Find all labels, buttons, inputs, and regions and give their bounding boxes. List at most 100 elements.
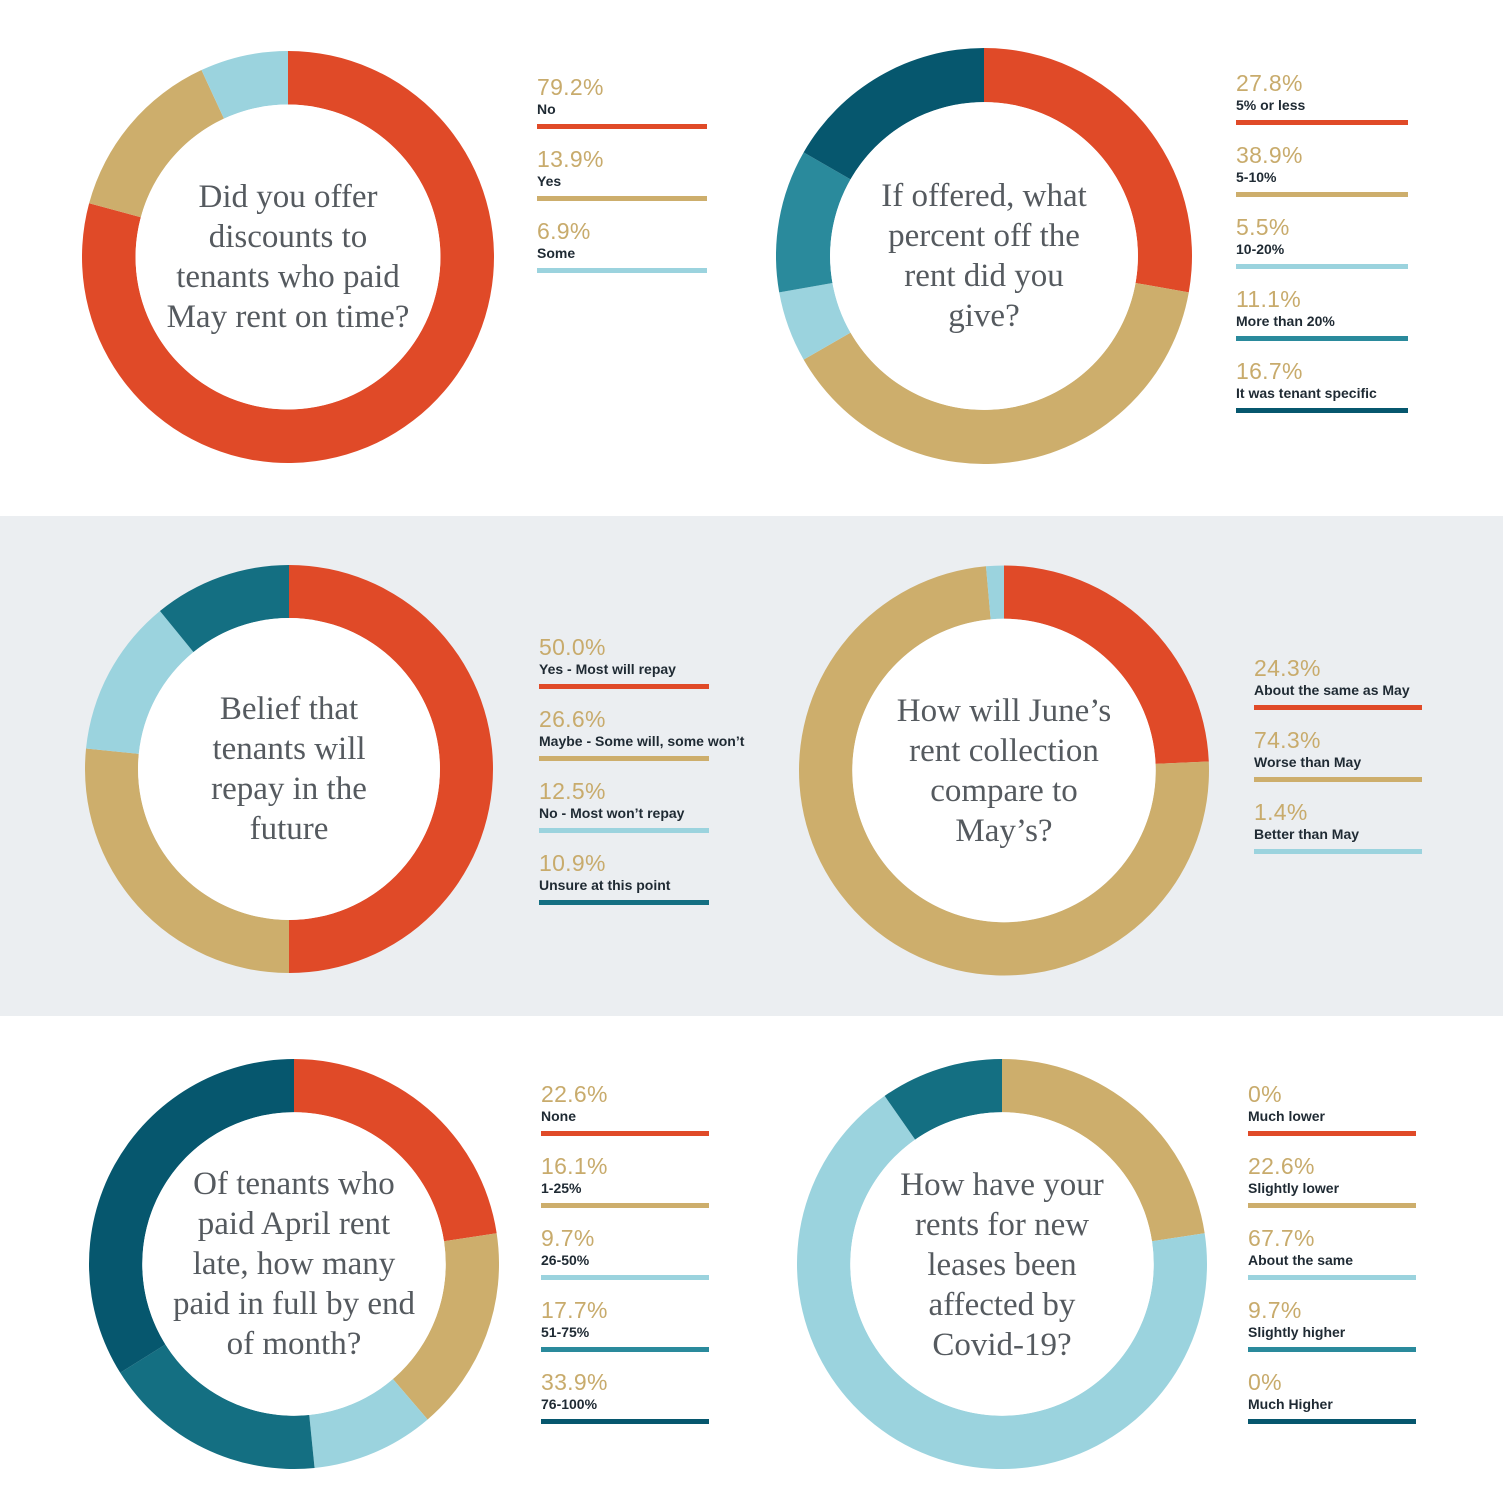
legend-swatch [1248,1131,1416,1136]
legend-item: 22.6% Slightly lower [1248,1153,1416,1225]
legend-value: 33.9% [541,1369,608,1395]
legend-label: 51-75% [541,1324,590,1340]
donut-april-late: Of tenants who paid April rent late, how… [89,1059,499,1469]
legend-label: It was tenant specific [1236,385,1377,401]
donut-hole [135,104,441,410]
legend-item: 26.6% Maybe - Some will, some won’t [539,706,744,778]
legend-label: Yes [537,173,562,189]
donut-svg [89,1059,499,1469]
donut-slice [985,565,1004,620]
donut-slice [289,565,493,973]
chart-title: How have your rents for new leases been … [900,1167,1104,1363]
legend-value: 9.7% [541,1225,595,1251]
legend-swatch [1236,336,1408,341]
donut-slice [1004,565,1209,764]
legend-label: 1-25% [541,1180,582,1196]
legend-value: 0% [1248,1081,1282,1107]
donut-hole [142,1112,446,1416]
legend-value: 26.6% [539,706,606,732]
legend-label: Much lower [1248,1108,1326,1124]
legend-item: 33.9% 76-100% [541,1369,709,1441]
donut-svg [776,48,1192,464]
legend-value: 5.5% [1236,214,1290,240]
donut-repay-belief: Belief that tenants will repay in the fu… [84,565,494,973]
legend-swatch [1248,1419,1416,1424]
legend-label: Unsure at this point [539,877,671,893]
legend-item: 27.8% 5% or less [1236,70,1408,142]
legend-swatch [1254,777,1422,782]
legend-value: 6.9% [537,218,591,244]
legend-swatch [537,196,707,201]
legend-swatch [541,1347,709,1352]
legend-value: 24.3% [1254,655,1321,681]
legend-label: None [541,1108,576,1124]
legend-percent-off: 27.8% 5% or less 38.9% 5-10% 5.5% 10-20% 11.1%… [1236,70,1408,430]
chart-title: If offered, what percent off the rent di… [881,178,1087,334]
donut-hole [850,1112,1154,1416]
legend-label: About the same [1248,1252,1354,1268]
legend-label: 76-100% [541,1396,598,1412]
donut-slice [201,51,288,119]
legend-item: 16.7% It was tenant specific [1236,358,1408,430]
legend-item: 13.9% Yes [537,146,707,218]
legend-value: 13.9% [537,146,604,172]
legend-label: 10-20% [1236,241,1285,257]
legend-label: Better than May [1254,826,1360,842]
legend-value: 16.7% [1236,358,1303,384]
legend-item: 9.7% Slightly higher [1248,1297,1416,1369]
legend-label: Yes - Most will repay [539,661,676,677]
donut-svg [85,565,493,973]
legend-item: 5.5% 10-20% [1236,214,1408,286]
legend-label: No - Most won’t repay [539,805,685,821]
donut-slice [89,1059,295,1373]
donut-hole [830,102,1138,410]
legend-june-collection: 24.3% About the same as May 74.3% Worse tha… [1254,655,1422,871]
donut-slice [984,48,1192,293]
legend-swatch [541,1131,709,1136]
legend-value: 9.7% [1248,1297,1302,1323]
donut-slice [294,1059,497,1242]
legend-item: 12.5% No - Most won’t repay [539,778,709,850]
donut-slice [803,282,1189,464]
chart-title: Belief that tenants will repay in the fu… [211,691,367,847]
donut-slice [884,1059,1002,1140]
legend-label: Much Higher [1248,1396,1333,1412]
legend-value: 1.4% [1254,799,1308,825]
chart-title: Of tenants who paid April rent late, how… [173,1166,415,1362]
legend-label: Slightly lower [1248,1180,1340,1196]
legend-swatch [541,1275,709,1280]
legend-swatch [541,1203,709,1208]
legend-swatch [537,268,707,273]
donut-slice [120,1344,315,1469]
legend-label: More than 20% [1236,313,1335,329]
legend-swatch [539,756,709,761]
legend-swatch [539,900,709,905]
chart-title: How will June’s rent collection compare … [896,693,1112,849]
legend-item: 74.3% Worse than May [1254,727,1422,799]
donut-hole [138,618,440,920]
legend-swatch [1248,1347,1416,1352]
legend-swatch [1254,849,1422,854]
legend-item: 67.7% About the same [1248,1225,1416,1297]
donut-slice [803,48,984,180]
legend-swatch [1236,264,1408,269]
legend-value: 17.7% [541,1297,608,1323]
donut-slice [309,1379,428,1468]
legend-item: 9.7% 26-50% [541,1225,709,1297]
legend-label: Slightly higher [1248,1324,1346,1340]
legend-swatch [539,828,709,833]
legend-swatch [1248,1275,1416,1280]
legend-item: 79.2% No [537,74,707,146]
legend-item: 38.9% 5-10% [1236,142,1408,214]
legend-value: 0% [1248,1369,1282,1395]
legend-item: 6.9% Some [537,218,707,290]
chart-title: Did you offer discounts to tenants who p… [166,179,410,335]
legend-value: 50.0% [539,634,606,660]
donut-svg [797,1059,1207,1469]
legend-item: 17.7% 51-75% [541,1297,709,1369]
donut-slice [89,70,224,218]
donut-discounts: Did you offer discounts to tenants who p… [82,50,494,464]
legend-label: Some [537,245,576,261]
legend-april-late: 22.6% None 16.1% 1-25% 9.7% 26-50% 17.7% 51-75%… [541,1081,709,1441]
legend-swatch [1254,705,1422,710]
